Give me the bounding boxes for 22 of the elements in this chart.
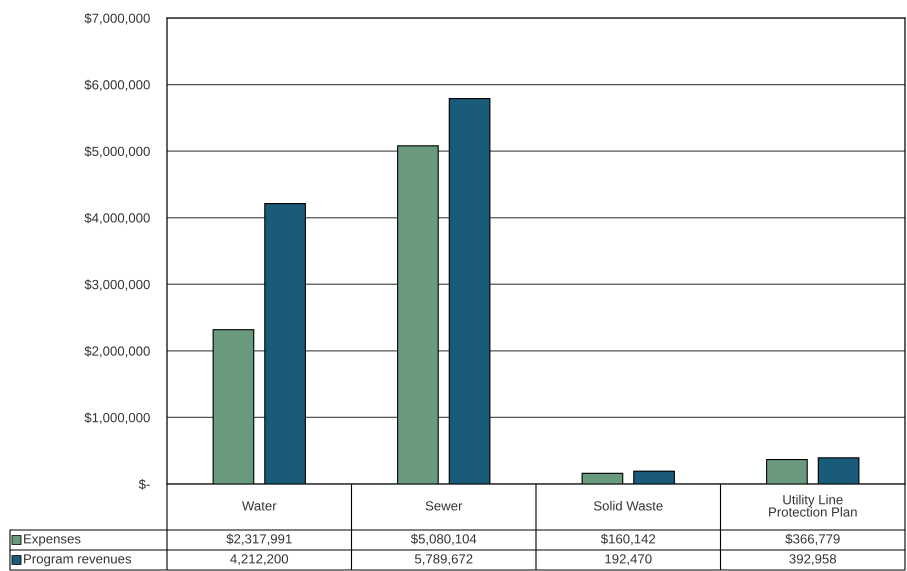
y-tick-label: $1,000,000 <box>84 412 150 424</box>
data-label: $160,142 <box>600 534 656 546</box>
data-label: 192,470 <box>605 554 652 566</box>
x-tick-label: Solid Waste <box>594 500 663 511</box>
data-label: 5,789,672 <box>414 554 472 566</box>
data-label: $5,080,104 <box>410 534 476 546</box>
data-label: 392,958 <box>789 554 836 566</box>
y-tick-label: $7,000,000 <box>84 13 150 24</box>
legend-label: Program revenues <box>24 554 132 566</box>
y-tick-label: $4,000,000 <box>84 212 150 224</box>
legend-label: Expenses <box>24 534 80 546</box>
x-tick-label: Utility Line Protection Plan <box>769 494 857 517</box>
x-tick-label: Water <box>242 501 276 511</box>
data-label: 4,212,200 <box>230 554 288 566</box>
y-tick-label: $5,000,000 <box>84 146 150 158</box>
x-tick-label: Sewer <box>426 501 462 511</box>
y-tick-label: $2,000,000 <box>84 346 150 358</box>
data-label: $2,317,991 <box>226 534 292 546</box>
y-tick-label: $6,000,000 <box>84 80 150 92</box>
data-label: $366,779 <box>785 534 840 546</box>
y-tick-label: $- <box>138 479 150 490</box>
y-tick-label: $3,000,000 <box>84 279 150 291</box>
